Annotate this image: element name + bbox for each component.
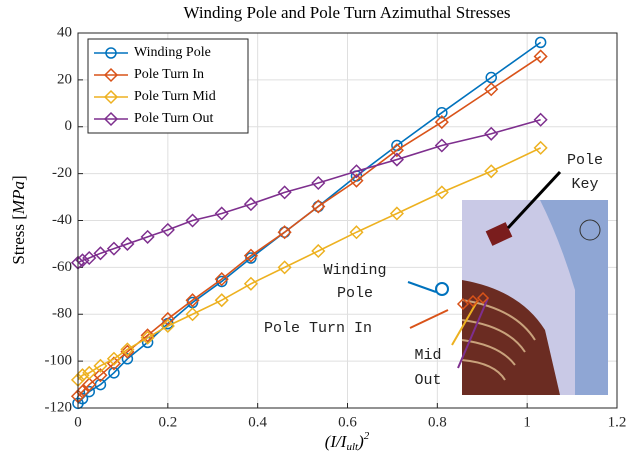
x-tick-label: 0 bbox=[74, 414, 82, 430]
legend-label: Pole Turn In bbox=[134, 67, 204, 82]
y-tick-label: 20 bbox=[57, 71, 72, 87]
annotation: Pole bbox=[337, 285, 373, 302]
y-label-part: ] bbox=[9, 175, 28, 181]
y-tick-label: -60 bbox=[52, 259, 72, 275]
y-tick-label: -100 bbox=[45, 353, 73, 369]
x-tick-label: 0.8 bbox=[428, 414, 447, 430]
chart-title: Winding Pole and Pole Turn Azimuthal Str… bbox=[183, 3, 510, 22]
legend-label: Pole Turn Mid bbox=[134, 89, 216, 104]
annotation: Mid bbox=[414, 347, 441, 364]
y-tick-label: 40 bbox=[57, 24, 72, 40]
annotation: Pole Turn In bbox=[264, 320, 372, 337]
y-label-part: Stress [ bbox=[9, 214, 28, 265]
y-axis-label: Stress [MPa] bbox=[9, 175, 28, 264]
x-tick-label: 0.4 bbox=[248, 414, 267, 430]
annotation: Out bbox=[414, 372, 441, 389]
x-tick-label: 0.2 bbox=[158, 414, 177, 430]
y-tick-label: -120 bbox=[45, 399, 73, 415]
y-tick-label: -80 bbox=[52, 306, 72, 322]
x-label-part: (I/I bbox=[325, 432, 348, 451]
x-tick-label: 1 bbox=[523, 414, 531, 430]
y-tick-label: 0 bbox=[65, 118, 73, 134]
legend-label: Pole Turn Out bbox=[134, 111, 213, 126]
x-axis-label: (I/Iult)2 bbox=[325, 430, 370, 453]
annotation: Pole bbox=[567, 152, 603, 169]
annotation: Key bbox=[571, 176, 598, 193]
y-label-part: MPa bbox=[9, 181, 28, 215]
x-tick-label: 1.2 bbox=[608, 414, 627, 430]
x-label-sup: 2 bbox=[364, 430, 370, 442]
y-tick-label: -20 bbox=[52, 165, 72, 181]
y-tick-label: -40 bbox=[52, 212, 72, 228]
chart: Winding Pole and Pole Turn Azimuthal Str… bbox=[0, 0, 628, 462]
x-tick-label: 0.6 bbox=[338, 414, 357, 430]
legend-label: Winding Pole bbox=[134, 45, 211, 60]
annotation: Winding bbox=[323, 262, 386, 279]
